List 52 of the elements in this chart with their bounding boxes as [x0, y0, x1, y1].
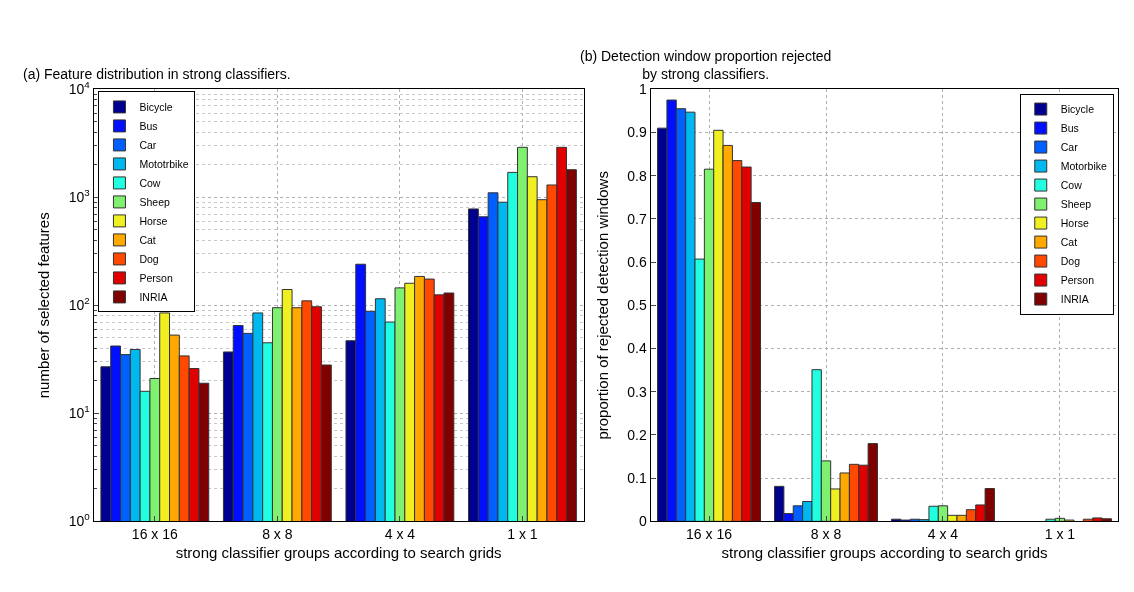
legend-label: INRIA	[1060, 293, 1089, 306]
y-tick-label: 0.8	[627, 167, 647, 184]
legend-label: Cow	[1060, 179, 1083, 192]
legend-label: Sheep	[1060, 198, 1092, 211]
y-tick-label: 0	[638, 513, 647, 530]
x-axis-title: strong classifier groups according to search grids	[721, 544, 1048, 562]
legend-label: Cat	[139, 234, 156, 247]
x-tick-label: 16 x 16	[686, 526, 733, 543]
y-tick-label: 10$^{3}$	[68, 187, 91, 206]
x-tick-label: 8 x 8	[262, 526, 293, 543]
legend-label: Sheep	[139, 196, 170, 209]
y-tick-label: 1	[638, 81, 647, 98]
legend-label: Car	[139, 139, 157, 152]
y-tick-label: 10$^{2}$	[68, 295, 90, 314]
chart-title: (b) Detection window proportion rejected by strong classifiers.	[580, 48, 832, 83]
y-axis-title: proportion of rejected detection windows	[593, 171, 611, 440]
legend-label: Car	[1060, 141, 1079, 154]
legend-label: Dog	[139, 253, 159, 266]
y-tick-label: 0.2	[627, 426, 647, 443]
y-tick-label: 0.5	[627, 297, 647, 314]
x-axis-title: strong classifier groups according to search grids	[175, 544, 502, 562]
y-tick-label: 0.4	[627, 340, 647, 357]
legend-label: Dog	[1060, 255, 1081, 268]
legend-label: Bus	[139, 120, 158, 133]
x-tick-label: 16 x 16	[131, 526, 178, 543]
legend-label: Person	[1060, 274, 1095, 287]
y-tick-label: 0.7	[627, 210, 647, 227]
x-tick-label: 1 x 1	[507, 526, 538, 543]
legend-label: Bus	[1060, 122, 1079, 135]
y-tick-label: 0.1	[627, 470, 647, 487]
x-tick-label: 8 x 8	[810, 526, 842, 543]
legend-label: Horse	[139, 215, 168, 228]
legend-label: Motorbike	[1060, 160, 1108, 173]
y-axis-title: number of selected features	[34, 212, 52, 399]
x-tick-label: 1 x 1	[1044, 526, 1076, 543]
y-tick-label: 10$^{0}$	[68, 511, 91, 530]
y-tick-label: 0.3	[627, 383, 647, 400]
chart-title: (a) Feature distribution in strong classifiers.	[23, 66, 291, 82]
legend-label: Cat	[1060, 236, 1078, 249]
legend-label: Bicycle	[139, 101, 173, 114]
legend-label: Person	[139, 272, 173, 285]
y-tick-label: 10$^{4}$	[68, 79, 91, 98]
legend-label: Mototrbike	[139, 158, 189, 171]
legend-label: INRIA	[139, 291, 168, 304]
legend-label: Cow	[139, 177, 161, 190]
y-tick-label: 0.9	[627, 124, 647, 141]
legend-label: Horse	[1060, 217, 1089, 230]
x-tick-label: 4 x 4	[384, 526, 416, 543]
legend-label: Bicycle	[1060, 103, 1095, 116]
y-tick-label: 0.6	[627, 254, 647, 270]
x-tick-label: 4 x 4	[927, 526, 959, 543]
y-tick-label: 10$^{1}$	[68, 403, 90, 422]
